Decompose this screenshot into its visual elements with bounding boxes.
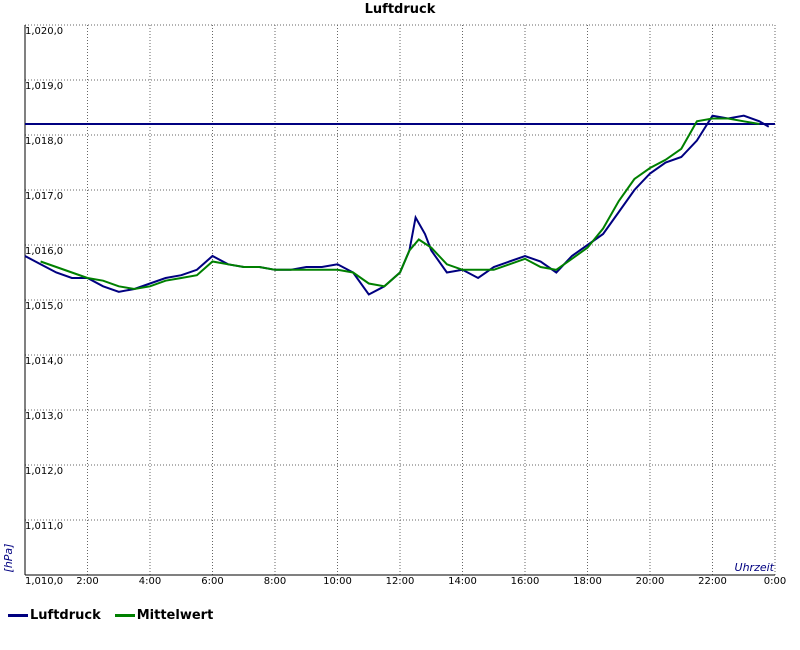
chart-title: Luftdruck <box>365 2 436 17</box>
y-axis-ticks: 1,010,0 1,011,0 1,012,0 1,013,0 1,014,0 1,015… <box>25 26 63 587</box>
x-tick-label: 12:00 <box>386 576 415 587</box>
x-tick-label: 4:00 <box>139 576 161 587</box>
legend-label-mittelwert: Mittelwert <box>136 608 214 623</box>
y-tick-label: 1,020,0 <box>25 26 63 37</box>
x-axis-label: Uhrzeit <box>735 561 775 574</box>
legend: Luftdruck Mittelwert <box>8 608 227 623</box>
y-axis-label: [hPa] <box>2 544 15 573</box>
y-tick-label: 1,019,0 <box>25 81 63 92</box>
y-tick-label: 1,015,0 <box>25 301 63 312</box>
legend-swatch-luftdruck <box>8 614 28 617</box>
x-tick-label: 20:00 <box>636 576 665 587</box>
y-tick-label: 1,013,0 <box>25 411 63 422</box>
x-tick-label: 16:00 <box>511 576 540 587</box>
legend-swatch-mittelwert <box>114 614 135 617</box>
y-tick-label: 1,014,0 <box>25 356 63 367</box>
series-group <box>24 114 770 296</box>
grid <box>24 24 776 576</box>
x-tick-label: 18:00 <box>573 576 602 587</box>
x-tick-label: 0:00 <box>764 576 786 587</box>
x-tick-label: 22:00 <box>698 576 727 587</box>
y-tick-label: 1,017,0 <box>25 191 63 202</box>
x-tick-label: 6:00 <box>201 576 223 587</box>
x-tick-label: 2:00 <box>76 576 98 587</box>
legend-item-luftdruck: Luftdruck <box>8 608 101 623</box>
y-tick-label: 1,010,0 <box>25 576 63 587</box>
x-axis-ticks: 2:00 4:00 6:00 8:00 10:00 12:00 14:00 16:00 18:0… <box>76 576 786 587</box>
y-tick-label: 1,011,0 <box>25 521 63 532</box>
series-line-luftdruck <box>24 114 770 296</box>
y-tick-label: 1,018,0 <box>25 136 63 147</box>
series-line-mittelwert <box>40 117 760 291</box>
x-tick-label: 14:00 <box>448 576 477 587</box>
y-tick-label: 1,016,0 <box>25 246 63 257</box>
x-tick-label: 10:00 <box>323 576 352 587</box>
legend-label-luftdruck: Luftdruck <box>30 608 101 623</box>
legend-item-mittelwert: Mittelwert <box>114 608 214 623</box>
x-tick-label: 8:00 <box>264 576 286 587</box>
y-tick-label: 1,012,0 <box>25 466 63 477</box>
